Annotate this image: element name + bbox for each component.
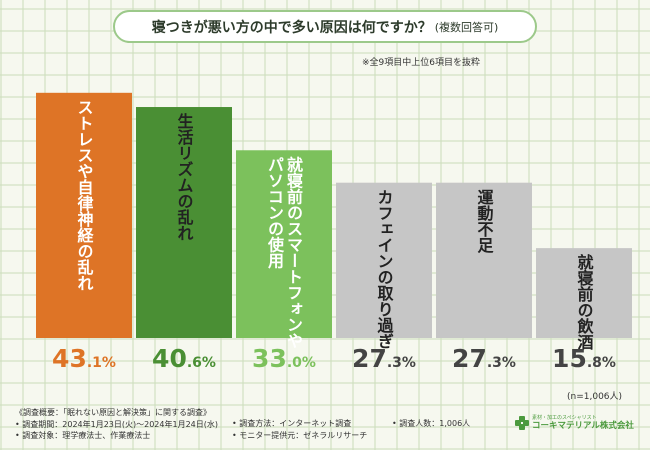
- category-label-3-line-2: パソコンの使用: [265, 156, 285, 269]
- value-label-3: 33.0%: [252, 344, 316, 373]
- sample-size-label: (n=1,006人): [567, 392, 623, 402]
- bar-5: [436, 182, 532, 338]
- survey-footer-mid: • 調査方法：インターネット調査 • モニター提供元：ゼネラルリサーチ: [232, 418, 367, 441]
- survey-count: • 調査人数：1,006人: [392, 419, 471, 428]
- chart-note: ※全9項目中上位6項目を抜粋: [362, 58, 480, 68]
- value-label-5: 27.3%: [452, 344, 516, 373]
- value-label-2: 40.6%: [152, 344, 216, 373]
- bar-2: [136, 107, 232, 338]
- survey-provider: • モニター提供元：ゼネラルリサーチ: [232, 430, 368, 440]
- chart-title: 寝つきが悪い方の中で多い原因は何ですか？: [151, 19, 432, 36]
- company-logo: 素材・加工のスペシャリスト コーキマテリアル株式会社: [515, 415, 634, 431]
- category-label-3-line-1: 就寝前のスマートフォンや: [284, 155, 303, 348]
- value-label-4: 27.3%: [352, 344, 416, 373]
- logo-name: コーキマテリアル株式会社: [532, 421, 634, 431]
- survey-method: • 調査方法：インターネット調査: [232, 419, 352, 428]
- survey-period: • 調査期間：2024年1月23日(火)〜2024年1月24日(水): [15, 419, 219, 429]
- category-label-5: 運動不足: [475, 189, 494, 253]
- bar-3: [236, 150, 332, 338]
- survey-overview: 《調査概要：「眠れない原因と解決策」に関する調査》: [15, 408, 211, 417]
- category-label-1: ストレスや自律神経の乱れ: [75, 99, 94, 291]
- value-label-1: 43.1%: [52, 344, 116, 373]
- bar-1: [36, 92, 132, 338]
- leaf-logo-icon: [515, 416, 529, 430]
- chart-title-suffix: (複数回答可): [434, 20, 499, 34]
- logo-tagline: 素材・加工のスペシャリスト: [532, 415, 597, 421]
- survey-target: • 調査対象：理学療法士、作業療法士: [15, 431, 151, 440]
- bar-6: [536, 248, 632, 338]
- bar-4: [336, 182, 432, 338]
- chart-title-box: 寝つきが悪い方の中で多い原因は何ですか？ (複数回答可): [113, 10, 537, 43]
- category-label-6: 就寝前の飲酒: [575, 253, 595, 351]
- survey-footer: 《調査概要：「眠れない原因と解決策」に関する調査》 • 調査期間：2024年1月…: [15, 407, 218, 442]
- value-label-6: 15.8%: [552, 344, 616, 373]
- category-label-2: 生活リズムの乱れ: [175, 112, 194, 241]
- category-label-4: カフェインの取り過ぎ: [375, 189, 395, 349]
